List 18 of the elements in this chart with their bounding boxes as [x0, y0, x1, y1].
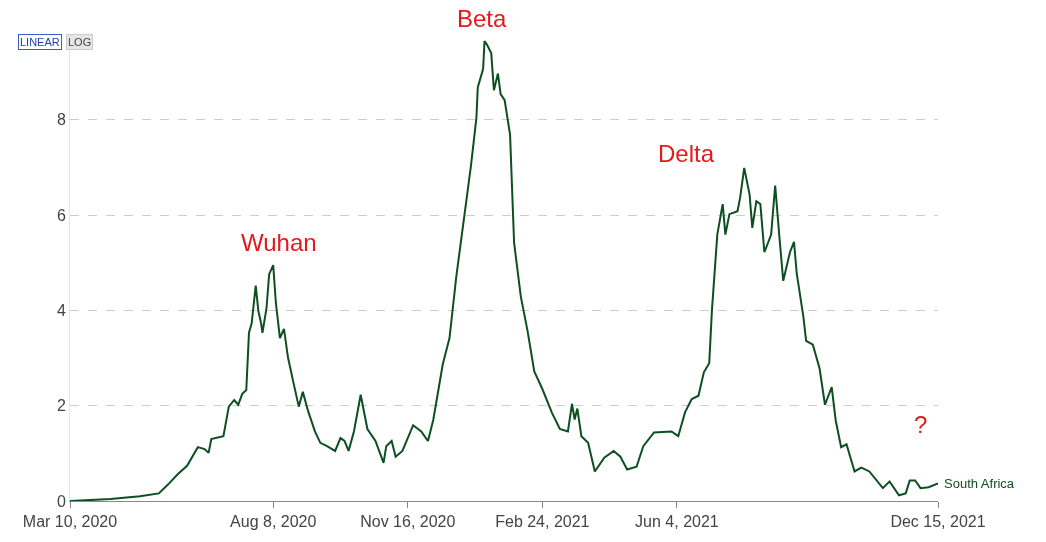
y-tick-label: 8 — [56, 111, 66, 129]
x-tick-label: Feb 24, 2021 — [495, 513, 590, 531]
y-tick-label: 6 — [56, 206, 66, 224]
y-tick-label: 4 — [56, 301, 66, 319]
x-tick-label: Nov 16, 2020 — [360, 513, 456, 531]
x-tick-label: Jun 4, 2021 — [635, 513, 719, 531]
series-label: South Africa — [944, 476, 1015, 491]
annotation: LOG — [68, 36, 92, 48]
annotation: Delta — [658, 140, 715, 167]
text: LINEAR — [20, 36, 60, 48]
y-tick-label: 2 — [56, 397, 66, 415]
annotation: ? — [914, 411, 928, 438]
y-tick-label: 0 — [56, 492, 66, 510]
text: Beta — [457, 5, 508, 32]
x-tick-label: Mar 10, 2020 — [22, 513, 118, 531]
annotation: Wuhan — [241, 229, 317, 256]
x-tick-label: Dec 15, 2021 — [890, 513, 986, 531]
x-tick-label: Aug 8, 2020 — [230, 513, 317, 531]
